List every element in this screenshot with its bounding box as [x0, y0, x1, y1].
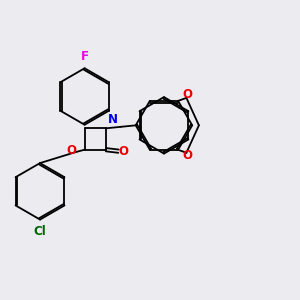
Text: O: O	[118, 145, 128, 158]
Text: O: O	[183, 149, 193, 162]
Text: F: F	[81, 50, 88, 63]
Text: O: O	[66, 144, 76, 157]
Text: N: N	[107, 113, 118, 126]
Text: Cl: Cl	[34, 226, 46, 238]
Text: O: O	[183, 88, 193, 101]
